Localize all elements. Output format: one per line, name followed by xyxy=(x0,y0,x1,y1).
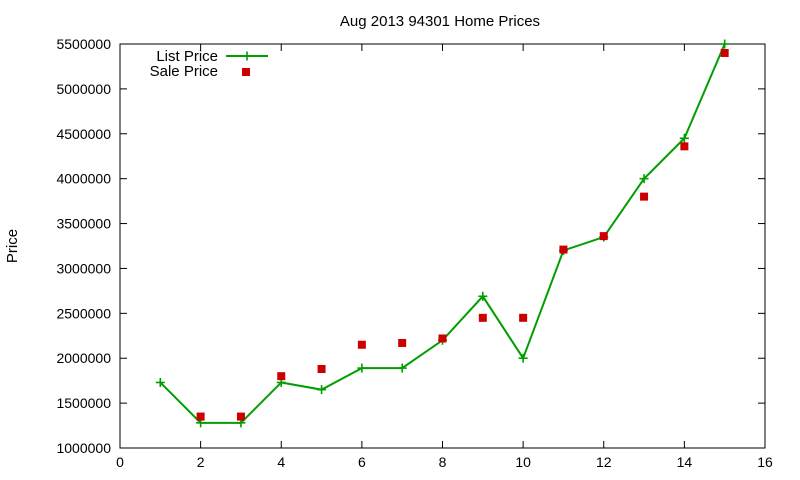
chart-title: Aug 2013 94301 Home Prices xyxy=(340,13,540,30)
x-tick-label: 0 xyxy=(116,454,124,470)
x-tick-label: 10 xyxy=(515,454,531,470)
legend-square-marker xyxy=(242,68,250,76)
y-tick-label: 2500000 xyxy=(56,305,111,321)
x-tick-label: 2 xyxy=(197,454,205,470)
y-tick-label: 5000000 xyxy=(56,81,111,97)
list-price-line xyxy=(159,43,726,424)
x-tick-label: 4 xyxy=(277,454,285,470)
x-tick-label: 6 xyxy=(358,454,366,470)
legend-label: List Price xyxy=(156,48,218,65)
sale-price-point xyxy=(519,313,528,322)
y-tick-label: 4000000 xyxy=(56,171,111,187)
sale-price-point xyxy=(438,334,447,343)
y-tick-label: 1000000 xyxy=(56,440,111,456)
legend-entry: Sale Price xyxy=(150,63,250,80)
list-price-point xyxy=(518,353,528,363)
series-list-price xyxy=(155,39,730,428)
sale-price-point xyxy=(317,364,326,373)
legend-entry: List Price xyxy=(156,48,268,65)
sale-price-point xyxy=(398,338,407,347)
series-sale-price xyxy=(196,48,729,421)
x-tick-label: 16 xyxy=(757,454,773,470)
x-tick-label: 14 xyxy=(677,454,693,470)
sale-price-point xyxy=(478,313,487,322)
list-price-point xyxy=(357,363,367,373)
ticks: 0 2 4 6 8 10 12 14 16 1000000 1500000 2000000 250000… xyxy=(56,36,773,470)
sale-price-point xyxy=(559,245,568,254)
list-price-point xyxy=(639,174,649,184)
x-tick-label: 12 xyxy=(596,454,612,470)
list-price-point xyxy=(478,291,488,301)
y-tick-label: 3000000 xyxy=(56,260,111,276)
plot-frame xyxy=(119,43,766,449)
sale-price-point xyxy=(720,48,729,57)
sale-price-point xyxy=(236,412,245,421)
list-price-point xyxy=(155,377,165,387)
sale-price-point xyxy=(357,340,366,349)
y-axis-label: Price xyxy=(4,229,21,263)
sale-price-point xyxy=(640,192,649,201)
list-price-point xyxy=(720,39,730,49)
plot-area xyxy=(155,39,730,428)
sale-price-point xyxy=(599,232,608,241)
list-price-point xyxy=(317,385,327,395)
list-price-point xyxy=(397,363,407,373)
y-tick-label: 1500000 xyxy=(56,395,111,411)
y-tick-label: 2000000 xyxy=(56,350,111,366)
y-tick-label: 4500000 xyxy=(56,126,111,142)
legend-label: Sale Price xyxy=(150,63,218,80)
sale-price-point xyxy=(680,142,689,151)
x-tick-label: 8 xyxy=(439,454,447,470)
legend-plus-marker xyxy=(242,51,252,61)
sale-price-point xyxy=(196,412,205,421)
axes xyxy=(119,43,766,449)
sale-price-point xyxy=(277,372,286,381)
y-tick-label: 3500000 xyxy=(56,216,111,232)
list-price-point xyxy=(679,133,689,143)
y-tick-label: 5500000 xyxy=(56,36,111,52)
